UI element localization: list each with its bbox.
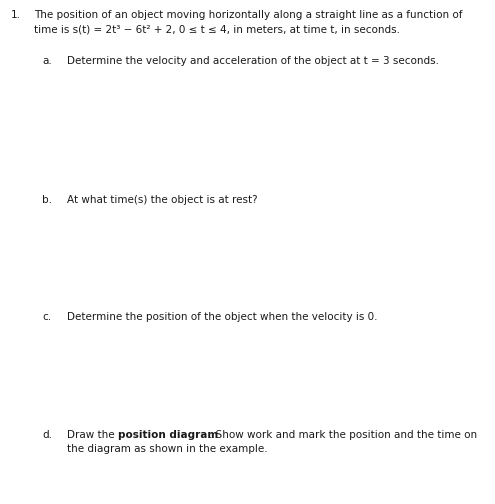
Text: time is s(t) = 2t³ − 6t² + 2, 0 ≤ t ≤ 4, in meters, at time t, in seconds.: time is s(t) = 2t³ − 6t² + 2, 0 ≤ t ≤ 4,… [34,24,399,34]
Text: a.: a. [42,56,52,66]
Text: Determine the velocity and acceleration of the object at t = 3 seconds.: Determine the velocity and acceleration … [67,56,439,66]
Text: The position of an object moving horizontally along a straight line as a functio: The position of an object moving horizon… [34,10,462,20]
Text: . Show work and mark the position and the time on: . Show work and mark the position and th… [209,430,477,440]
Text: d.: d. [42,430,52,440]
Text: position diagram: position diagram [118,430,218,440]
Text: At what time(s) the object is at rest?: At what time(s) the object is at rest? [67,195,257,205]
Text: the diagram as shown in the example.: the diagram as shown in the example. [67,444,267,454]
Text: Draw the: Draw the [67,430,118,440]
Text: Determine the position of the object when the velocity is 0.: Determine the position of the object whe… [67,312,377,322]
Text: c.: c. [42,312,51,322]
Text: b.: b. [42,195,52,205]
Text: 1.: 1. [11,10,21,20]
